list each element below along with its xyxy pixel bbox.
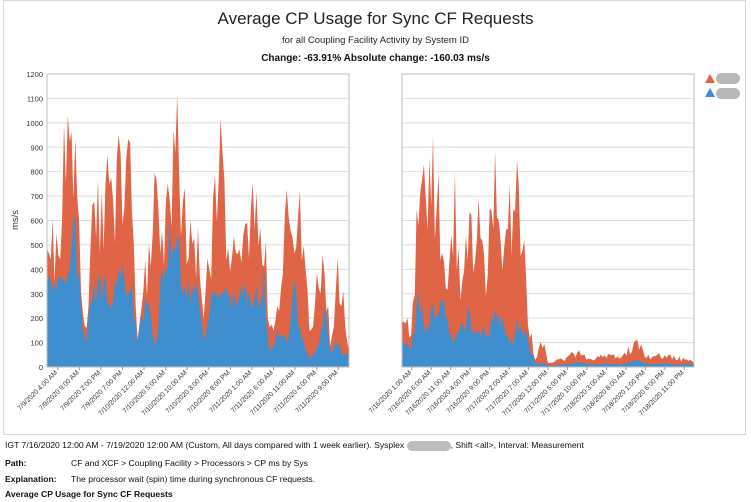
y-tick-label: 300 bbox=[30, 290, 43, 299]
explanation-value: The processor wait (spin) time during sy… bbox=[71, 474, 315, 484]
legend-marker-blue bbox=[704, 87, 716, 98]
x-tick-label: 7/9/2020 9:00 AM bbox=[38, 369, 81, 412]
y-tick-label: 900 bbox=[30, 143, 43, 152]
footer-path: Path: CF and XCF > Coupling Facility > Pr… bbox=[5, 458, 308, 468]
x-tick-label: 7/9/2020 4:00 AM bbox=[17, 369, 60, 412]
x-tick-label: 7/11/2020 9:00 PM bbox=[294, 369, 339, 414]
y-axis-label: ms/s bbox=[10, 210, 21, 230]
footer-range-text: IGT 7/16/2020 12:00 AM - 7/19/2020 12:00… bbox=[5, 440, 404, 450]
y-tick-label: 600 bbox=[30, 217, 43, 226]
y-tick-label: 400 bbox=[30, 265, 43, 274]
x-tick-label: 7/9/2020 2:00 PM bbox=[59, 369, 102, 412]
path-label: Path: bbox=[5, 458, 71, 468]
y-tick-label: 800 bbox=[30, 168, 43, 177]
path-value: CF and XCF > Coupling Facility > Process… bbox=[71, 458, 308, 468]
y-tick-label: 1000 bbox=[26, 119, 43, 128]
legend-label-redacted bbox=[716, 73, 740, 84]
footer-explanation: Explanation: The processor wait (spin) ti… bbox=[5, 474, 315, 484]
footer-report-title: Average CP Usage for Sync CF Requests bbox=[5, 489, 173, 499]
y-tick-label: 1200 bbox=[26, 70, 43, 79]
y-tick-label: 100 bbox=[30, 339, 43, 348]
y-tick-label: 1100 bbox=[27, 94, 43, 103]
y-tick-label: 700 bbox=[30, 192, 43, 201]
legend-label-redacted bbox=[716, 88, 740, 99]
y-tick-label: 200 bbox=[30, 314, 43, 323]
y-tick-label: 500 bbox=[30, 241, 43, 250]
x-tick-label: 7/9/2020 7:00 PM bbox=[81, 369, 124, 412]
y-tick-label: 0 bbox=[39, 363, 43, 372]
legend-marker-red bbox=[704, 73, 716, 84]
chart-canvas: ms/s 0 100 200 300 400 500 600 700 800 900 1000 1100… bbox=[0, 0, 751, 440]
redacted-sysplex bbox=[407, 441, 451, 451]
footer-range-text-after: , Shift <all>, Interval: Measurement bbox=[451, 440, 584, 450]
explanation-label: Explanation: bbox=[5, 474, 71, 484]
footer-range: IGT 7/16/2020 12:00 AM - 7/19/2020 12:00… bbox=[5, 440, 584, 451]
